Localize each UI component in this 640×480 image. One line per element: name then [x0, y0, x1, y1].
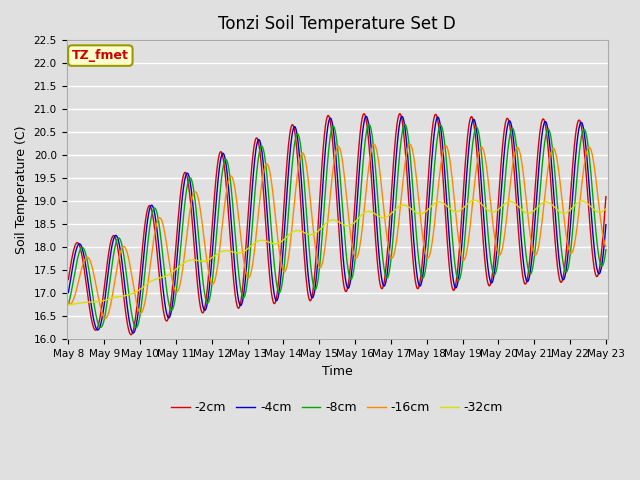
Y-axis label: Soil Temperature (C): Soil Temperature (C) [15, 125, 28, 254]
-16cm [602, 244, 610, 250]
Line: -8cm: -8cm [68, 124, 606, 328]
-2cm [602, 194, 610, 200]
Legend: -2cm, -4cm, -8cm, -16cm, -32cm: -2cm, -4cm, -8cm, -16cm, -32cm [166, 396, 508, 420]
-2cm [127, 332, 135, 337]
-32cm [304, 231, 312, 237]
-16cm [371, 142, 378, 147]
-32cm [371, 211, 378, 216]
-16cm [65, 300, 72, 306]
-8cm [602, 247, 610, 252]
-4cm [128, 328, 136, 334]
-16cm [304, 174, 312, 180]
Line: -2cm: -2cm [68, 114, 606, 335]
Line: -16cm: -16cm [68, 144, 606, 318]
-8cm [293, 132, 301, 137]
-16cm [101, 315, 109, 321]
-32cm [128, 291, 136, 297]
-4cm [65, 290, 72, 296]
-8cm [401, 121, 408, 127]
-32cm [106, 296, 114, 301]
-8cm [304, 229, 312, 235]
-8cm [371, 156, 378, 161]
Line: -32cm: -32cm [68, 200, 606, 305]
Line: -4cm: -4cm [68, 117, 606, 333]
-32cm [65, 302, 72, 308]
-2cm [396, 111, 404, 117]
-2cm [293, 146, 301, 152]
-4cm [129, 330, 137, 336]
-2cm [106, 243, 114, 249]
-8cm [128, 312, 136, 318]
-8cm [132, 325, 140, 331]
-16cm [314, 259, 321, 264]
-4cm [602, 222, 610, 228]
-16cm [293, 177, 301, 183]
-4cm [398, 114, 406, 120]
-8cm [65, 301, 72, 307]
-4cm [304, 269, 312, 275]
-8cm [314, 280, 321, 286]
Text: TZ_fmet: TZ_fmet [72, 49, 129, 62]
-32cm [292, 228, 300, 233]
-2cm [371, 223, 378, 229]
-32cm [470, 197, 478, 203]
-32cm [314, 229, 321, 235]
Title: Tonzi Soil Temperature Set D: Tonzi Soil Temperature Set D [218, 15, 456, 33]
-2cm [128, 331, 136, 336]
-16cm [128, 276, 136, 281]
-2cm [65, 276, 72, 282]
-2cm [314, 231, 321, 237]
-4cm [106, 256, 114, 262]
X-axis label: Time: Time [322, 365, 353, 378]
-32cm [602, 206, 610, 212]
-4cm [293, 130, 301, 136]
-2cm [304, 290, 312, 296]
-4cm [314, 260, 321, 266]
-16cm [106, 303, 114, 309]
-16cm [406, 142, 413, 147]
-4cm [371, 191, 378, 196]
-8cm [106, 278, 114, 284]
